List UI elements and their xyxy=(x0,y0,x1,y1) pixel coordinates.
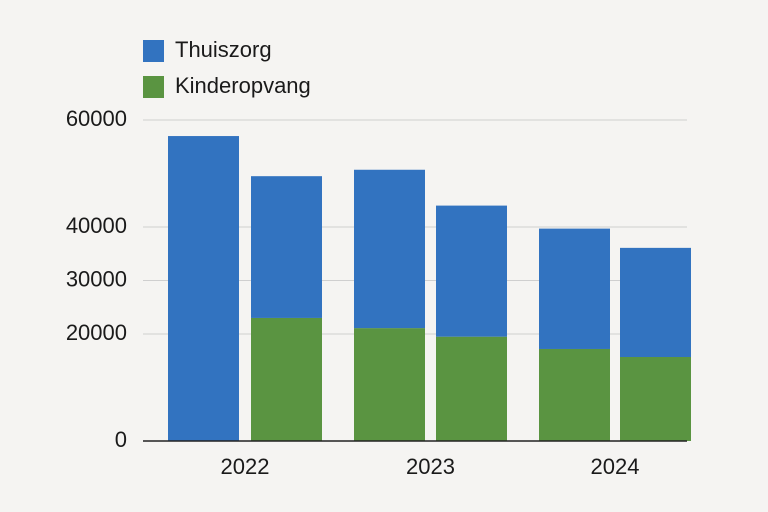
legend-label: Thuiszorg xyxy=(175,37,272,62)
bar-segment xyxy=(354,328,425,441)
x-tick-label: 2023 xyxy=(406,454,455,479)
bar-segment xyxy=(539,228,610,349)
bar-segment xyxy=(436,205,507,337)
x-tick-label: 2024 xyxy=(591,454,640,479)
bar-segment xyxy=(620,357,691,441)
y-tick-label: 40000 xyxy=(66,213,127,238)
legend-swatch xyxy=(143,76,164,98)
bar-segment xyxy=(539,348,610,441)
x-tick-label: 2022 xyxy=(221,454,270,479)
y-tick-label: 20000 xyxy=(66,320,127,345)
bar-segment xyxy=(168,136,239,442)
y-tick-label: 0 xyxy=(115,427,127,452)
bar-segment xyxy=(436,336,507,441)
bar-segment xyxy=(354,169,425,329)
bar-segment xyxy=(251,317,322,441)
legend-swatch xyxy=(143,40,164,62)
legend-label: Kinderopvang xyxy=(175,73,311,98)
bar-segment xyxy=(620,247,691,358)
y-tick-label: 60000 xyxy=(66,106,127,131)
y-tick-label: 30000 xyxy=(66,266,127,291)
bar-segment xyxy=(251,176,322,318)
